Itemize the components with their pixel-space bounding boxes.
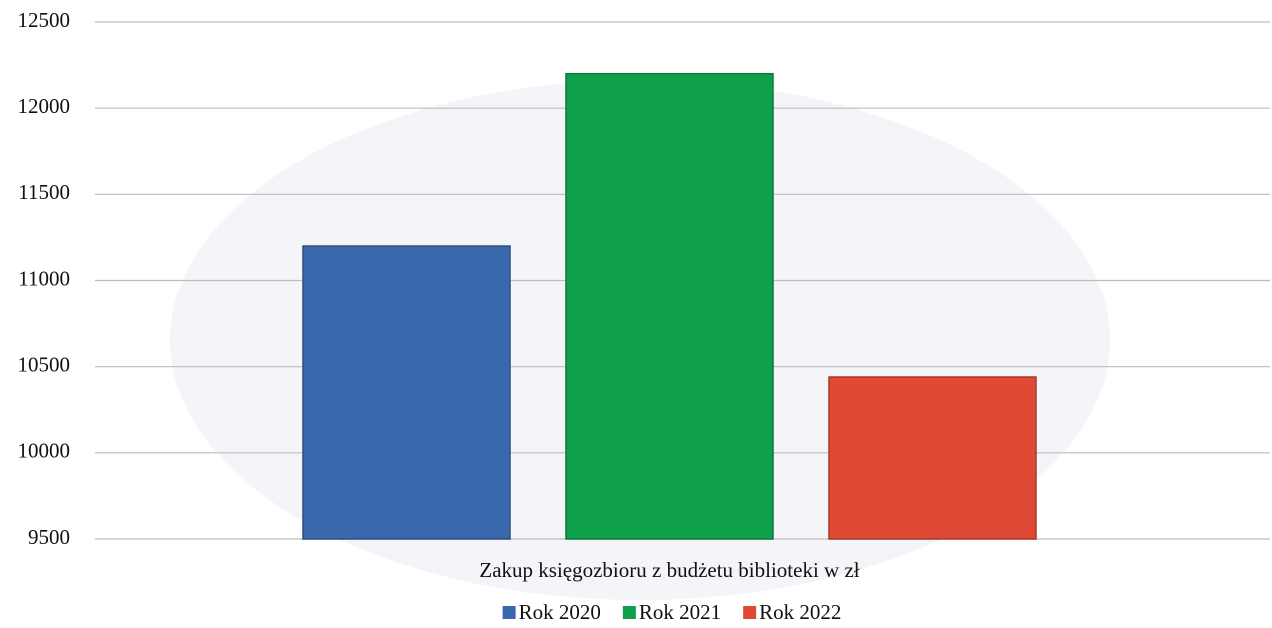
y-tick-label: 9500 [28, 525, 70, 549]
x-axis-category: Zakup księgozbioru z budżetu biblioteki … [479, 558, 859, 582]
y-tick-label: 12500 [18, 8, 71, 32]
legend-label: Rok 2021 [639, 600, 721, 624]
bar [828, 376, 1037, 540]
bar [565, 72, 774, 540]
y-tick-label: 12000 [18, 94, 71, 118]
legend-swatch [502, 606, 516, 619]
y-tick-label: 11500 [18, 180, 70, 204]
y-tick-label: 10000 [18, 439, 71, 463]
legend-label: Rok 2020 [519, 600, 601, 624]
y-tick-label: 11000 [18, 266, 70, 290]
legend-swatch [743, 606, 757, 619]
legend-label: Rok 2022 [759, 600, 841, 624]
y-tick-label: 10500 [18, 352, 71, 376]
bar [302, 245, 511, 540]
legend-swatch [622, 606, 636, 619]
